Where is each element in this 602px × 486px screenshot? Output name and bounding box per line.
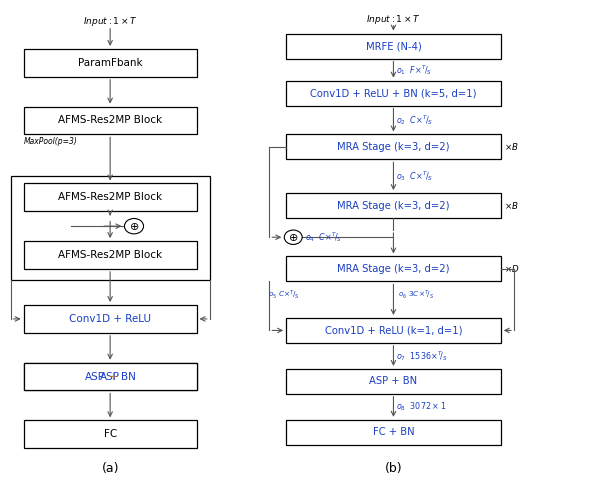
Bar: [23, 305, 197, 333]
Bar: [286, 193, 501, 218]
Bar: [286, 420, 501, 445]
Text: $o_4\ \ C\!\times\!^T\!/_{S}$: $o_4\ \ C\!\times\!^T\!/_{S}$: [305, 230, 343, 244]
Bar: [23, 183, 197, 211]
Text: +: +: [109, 372, 117, 382]
Text: $\times B$: $\times B$: [504, 200, 519, 211]
Text: $\oplus$: $\oplus$: [288, 232, 299, 243]
Text: $o_2\ \ C\!\times\!^T\!/_{S}$: $o_2\ \ C\!\times\!^T\!/_{S}$: [396, 113, 433, 127]
Text: Conv1D + ReLU: Conv1D + ReLU: [69, 314, 151, 324]
Text: $o_1\ \ F\!\times\!^T\!/_{S}$: $o_1\ \ F\!\times\!^T\!/_{S}$: [396, 63, 432, 76]
Bar: [23, 420, 197, 448]
Bar: [10, 176, 209, 279]
Bar: [286, 369, 501, 394]
Text: $\mathit{Input}: 1 \times T$: $\mathit{Input}: 1 \times T$: [366, 13, 421, 26]
Text: ASP + BN: ASP + BN: [370, 376, 418, 386]
Bar: [23, 363, 197, 390]
Text: MaxPool(p=3): MaxPool(p=3): [23, 137, 78, 146]
Text: $\mathit{Input}: 1 \times T$: $\mathit{Input}: 1 \times T$: [83, 16, 137, 29]
Bar: [23, 363, 197, 390]
Text: $o_5\ C\!\times\!^T\!/_{S}$: $o_5\ C\!\times\!^T\!/_{S}$: [268, 289, 300, 301]
Text: FC: FC: [104, 429, 117, 439]
Text: MRA Stage (k=3, d=2): MRA Stage (k=3, d=2): [337, 142, 450, 152]
Bar: [286, 81, 501, 105]
Text: Conv1D + ReLU (k=1, d=1): Conv1D + ReLU (k=1, d=1): [324, 326, 462, 335]
Text: AFMS-Res2MP Block: AFMS-Res2MP Block: [58, 192, 162, 202]
Text: $o_8\ \ 3072\times 1$: $o_8\ \ 3072\times 1$: [396, 400, 446, 413]
Text: (b): (b): [385, 462, 402, 475]
Bar: [23, 106, 197, 135]
Text: AFMS-Res2MP Block: AFMS-Res2MP Block: [58, 250, 162, 260]
Text: $o_7\ \ 1536\!\times\!^T\!/_{S}$: $o_7\ \ 1536\!\times\!^T\!/_{S}$: [396, 349, 448, 363]
Bar: [23, 49, 197, 77]
Text: FC + BN: FC + BN: [373, 427, 414, 437]
Text: MRA Stage (k=3, d=2): MRA Stage (k=3, d=2): [337, 264, 450, 274]
Bar: [286, 318, 501, 343]
Text: Conv1D + ReLU + BN (k=5, d=1): Conv1D + ReLU + BN (k=5, d=1): [310, 88, 477, 98]
Text: $\times B$: $\times B$: [504, 141, 519, 153]
Text: $o_3\ \ C\!\times\!^T\!/_{S}$: $o_3\ \ C\!\times\!^T\!/_{S}$: [396, 169, 433, 183]
Text: ASP: ASP: [85, 372, 105, 382]
Bar: [23, 241, 197, 269]
Text: ASP: ASP: [100, 372, 120, 382]
Bar: [286, 257, 501, 281]
Text: MRA Stage (k=3, d=2): MRA Stage (k=3, d=2): [337, 201, 450, 210]
Bar: [286, 34, 501, 58]
Text: $\oplus$: $\oplus$: [129, 221, 139, 232]
Bar: [286, 135, 501, 159]
Text: AFMS-Res2MP Block: AFMS-Res2MP Block: [58, 116, 162, 125]
Text: (a): (a): [101, 462, 119, 475]
Text: MRFE (N-4): MRFE (N-4): [365, 41, 421, 51]
Text: ParamFbank: ParamFbank: [78, 58, 143, 68]
Text: BN: BN: [120, 372, 135, 382]
Text: $\times D$: $\times D$: [504, 263, 520, 275]
Text: $o_6\ 3C\!\times\!^T\!/_{S}$: $o_6\ 3C\!\times\!^T\!/_{S}$: [398, 289, 435, 301]
